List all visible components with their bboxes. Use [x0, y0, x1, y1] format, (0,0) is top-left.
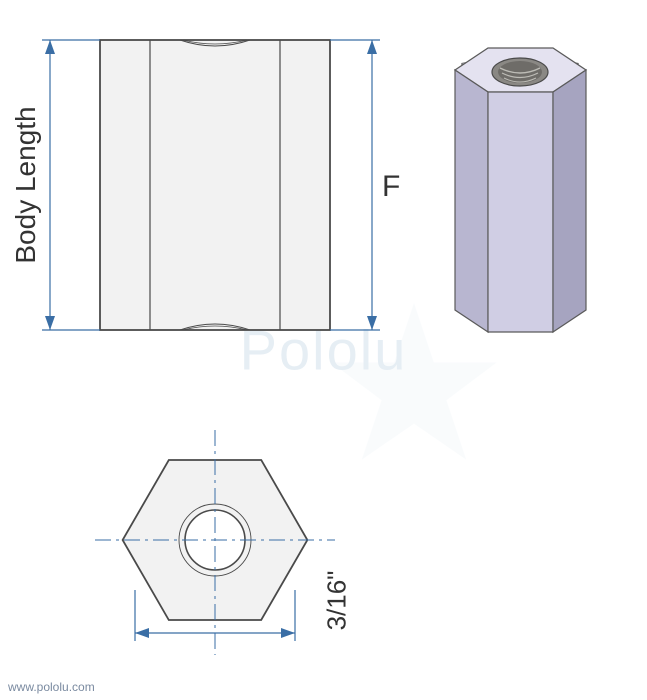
f-label: F [382, 170, 400, 204]
footer-url: www.pololu.com [8, 680, 95, 694]
diagram-canvas: Body Length F 3/16" [0, 0, 647, 700]
body-length-label: Body Length [10, 106, 42, 263]
width-label: 3/16" [321, 571, 352, 631]
